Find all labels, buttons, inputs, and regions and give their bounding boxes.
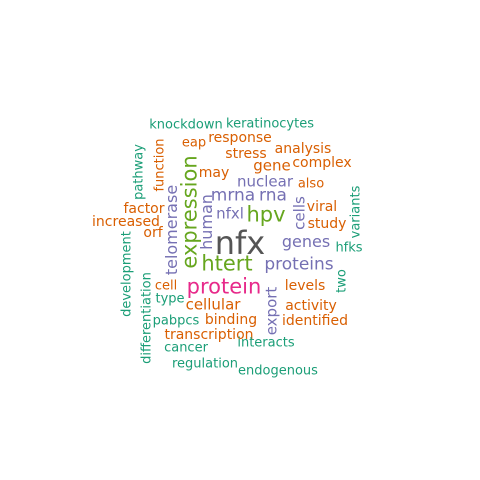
word-nuclear: nuclear	[236, 172, 294, 191]
word-nfxl: nfxl	[216, 204, 244, 223]
word-genes: genes	[281, 232, 331, 251]
word-may: may	[198, 165, 230, 181]
word-regulation: regulation	[171, 356, 239, 372]
word-mrna: mrna	[210, 185, 256, 206]
word-identified: identified	[282, 313, 348, 329]
word-endogenous: endogenous	[238, 363, 318, 379]
word-factor: factor	[123, 201, 165, 217]
word-cells: cells	[290, 196, 309, 230]
word-knockdown: knockdown	[149, 117, 223, 133]
word-type: type	[155, 291, 185, 307]
word-increased: increased	[92, 214, 160, 230]
word-nfx: nfx	[214, 224, 266, 262]
word-gene: gene	[253, 156, 291, 175]
word-analysis: analysis	[274, 141, 332, 157]
word-protein: protein	[186, 274, 262, 299]
word-keratinocytes: keratinocytes	[226, 116, 314, 132]
word-binding: binding	[204, 312, 258, 328]
word-development: development	[119, 231, 135, 317]
word-variants: variants	[348, 185, 364, 239]
word-hfks: hfks	[335, 240, 363, 256]
word-response: response	[208, 130, 272, 146]
word-study: study	[307, 216, 347, 232]
word-pabpcs: pabpcs	[152, 313, 200, 329]
word-activity: activity	[285, 298, 337, 314]
word-eap: eap	[181, 135, 207, 151]
word-viral: viral	[306, 199, 338, 215]
word-export: export	[262, 286, 281, 336]
word-complex: complex	[292, 155, 352, 171]
word-hpv: hpv	[246, 202, 286, 227]
word-rna: rna	[259, 185, 287, 206]
word-two: two	[334, 269, 350, 293]
word-differentiation: differentiation	[139, 272, 155, 364]
word-cellular: cellular	[185, 295, 241, 314]
word-proteins: proteins	[264, 254, 334, 275]
word-transcription: transcription	[164, 327, 254, 343]
word-htert: htert	[201, 251, 253, 276]
word-stress: stress	[225, 146, 267, 162]
word-cell: cell	[154, 278, 178, 294]
word-pathway: pathway	[131, 144, 147, 200]
word-orf: orf	[143, 225, 163, 241]
word-interacts: interacts	[237, 335, 295, 351]
word-telomerase: telomerase	[162, 184, 181, 276]
word-levels: levels	[284, 278, 326, 294]
word-cancer: cancer	[164, 340, 208, 356]
word-also: also	[297, 176, 325, 192]
word-human: human	[197, 194, 216, 250]
word-function: function	[152, 138, 168, 192]
